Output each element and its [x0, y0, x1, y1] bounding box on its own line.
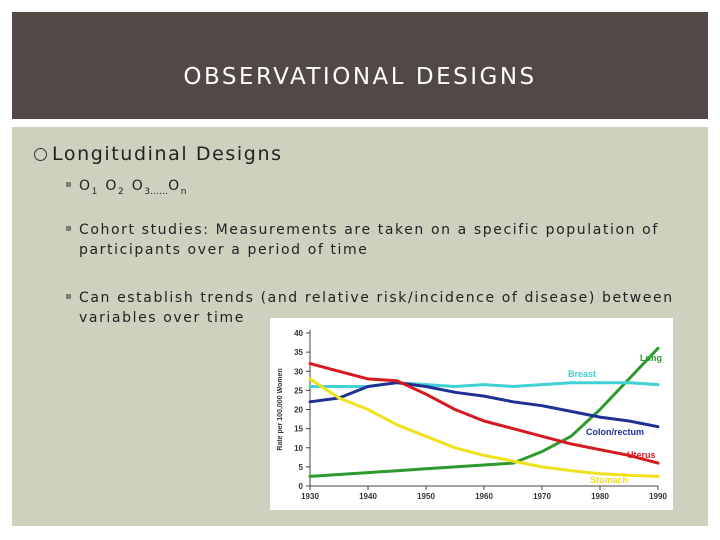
observations-row: O1 O2 O3……On [66, 176, 194, 202]
bullet-trends: Can establish trends (and relative risk/… [66, 288, 691, 328]
circle-bullet-icon [34, 147, 47, 161]
y-axis-label: Rate per 100,000 Women [277, 368, 284, 450]
y-tick-label: 10 [294, 444, 303, 453]
x-tick-label: 1970 [533, 492, 551, 501]
x-tick-label: 1930 [301, 492, 319, 501]
cancer-rate-chart: 0 5 10 15 20 25 30 35 40 1930 1940 1950 1960 1970 1980… [270, 318, 673, 510]
square-bullet-icon [66, 182, 71, 187]
observation-1: O1 [79, 178, 98, 197]
bullet-cohort-text: Cohort studies: Measurements are taken o… [79, 222, 659, 258]
x-tick-label: 1960 [475, 492, 493, 501]
heading-longitudinal: Longitudinal Designs [34, 143, 283, 165]
y-tick-label: 40 [294, 329, 303, 338]
y-tick-label: 30 [294, 367, 303, 376]
x-tick-label: 1940 [359, 492, 377, 501]
series-line-breast [308, 381, 660, 388]
series-label-colon-rectum: Colon/rectum [586, 427, 644, 437]
observation-2: O2 [105, 178, 124, 197]
x-tick-label: 1980 [591, 492, 609, 501]
observation-list: O1 O2 O3……On [66, 176, 194, 202]
slide-title: OBSERVATIONAL DESIGNS [183, 64, 537, 90]
y-tick-label: 15 [294, 425, 303, 434]
y-tick-label: 20 [294, 406, 303, 415]
y-tick-label: 0 [299, 482, 304, 491]
x-tick-label: 1990 [649, 492, 667, 501]
bullet-trends-text: Can establish trends (and relative risk/… [79, 290, 674, 326]
series-label-lung: Lung [640, 353, 662, 363]
square-bullet-icon [66, 226, 71, 231]
series-label-uterus: Uterus [627, 450, 656, 460]
series-line-lung [308, 346, 660, 478]
series-label-stomach: Stomach [590, 475, 628, 485]
x-tick-label: 1950 [417, 492, 435, 501]
chart-svg: 0 5 10 15 20 25 30 35 40 1930 1940 1950 1960 1970 1980… [277, 329, 667, 501]
y-tick-label: 35 [294, 348, 303, 357]
series-line-colon-rectum [308, 381, 660, 429]
title-bar: OBSERVATIONAL DESIGNS [12, 12, 708, 119]
y-tick-label: 25 [294, 386, 303, 395]
series-line-stomach [308, 377, 660, 478]
series-label-breast: Breast [568, 369, 596, 379]
series-line-uterus [308, 362, 660, 465]
square-bullet-icon [66, 294, 71, 299]
observation-3: O3…… [131, 178, 169, 197]
observation-n: On [168, 178, 187, 197]
y-tick-label: 5 [299, 463, 304, 472]
bullet-cohort: Cohort studies: Measurements are taken o… [66, 220, 686, 260]
heading-text: Longitudinal Designs [52, 143, 283, 165]
